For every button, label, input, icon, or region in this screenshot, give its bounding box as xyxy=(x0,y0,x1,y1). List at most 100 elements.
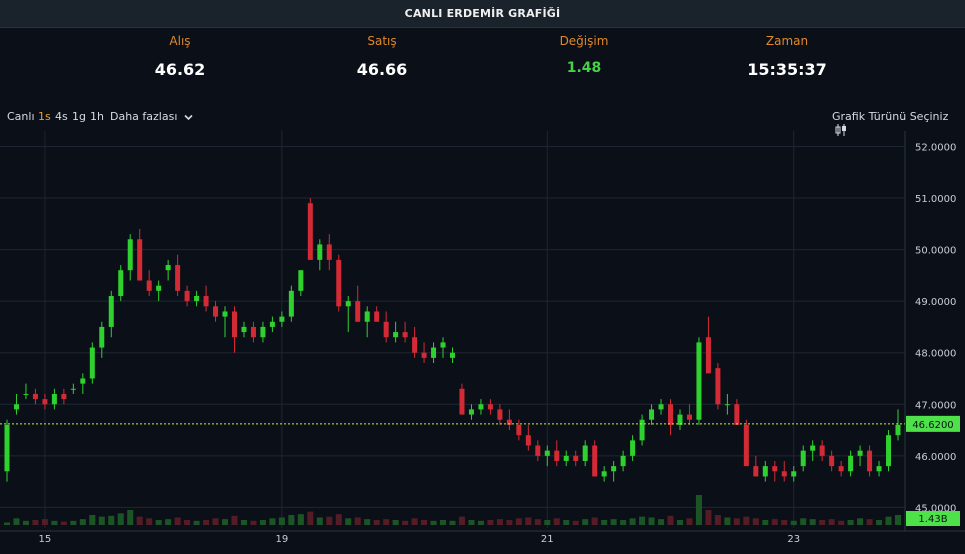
volume-bar xyxy=(240,520,247,525)
volume-bar xyxy=(421,520,428,525)
interval-4s-button[interactable]: 4s xyxy=(55,110,68,123)
y-tick-label: 48.0000 xyxy=(915,349,956,360)
volume-bar xyxy=(553,518,560,525)
volume-bar xyxy=(885,516,892,525)
volume-badge-label: 1.43B xyxy=(918,514,947,525)
volume-bar xyxy=(402,520,409,525)
candle-body xyxy=(582,445,588,461)
candle-body xyxy=(895,424,901,436)
candle-body xyxy=(156,285,162,291)
volume-bar xyxy=(51,520,58,525)
quote-panel: Alış 46.62 Satış 46.66 Değişim 1.48 Zama… xyxy=(0,28,965,100)
volume-bar xyxy=(828,519,835,525)
volume-bar xyxy=(506,520,513,525)
volume-bar xyxy=(544,520,551,525)
volume-bar xyxy=(373,520,380,525)
volume-bar xyxy=(60,521,67,525)
interval-1h-button[interactable]: 1h xyxy=(90,110,104,123)
candle-body xyxy=(23,393,29,395)
volume-bar xyxy=(752,518,759,525)
candle-body xyxy=(791,471,797,477)
candlestick-icon xyxy=(835,124,846,136)
y-tick-label: 45.0000 xyxy=(915,503,956,514)
volume-bar xyxy=(259,520,266,525)
volume-bar xyxy=(79,519,86,525)
chart-type-button[interactable]: Grafik Türünü Seçiniz xyxy=(832,110,965,137)
ask-column: Satış 46.66 xyxy=(302,28,462,79)
volume-bar xyxy=(70,520,77,525)
volume-bar xyxy=(117,513,124,525)
candle-body xyxy=(42,399,48,405)
interval-1s-button[interactable]: 1s xyxy=(38,110,51,123)
volume-bar xyxy=(392,520,399,525)
change-value: 1.48 xyxy=(566,60,602,76)
interval-1g-button[interactable]: 1g xyxy=(72,110,86,123)
volume-bar xyxy=(345,518,352,525)
candle-body xyxy=(715,368,721,405)
candle-body xyxy=(260,326,266,338)
candle-body xyxy=(70,388,76,390)
volume-bar xyxy=(430,520,437,525)
volume-bar xyxy=(525,517,532,525)
volume-bar xyxy=(809,519,816,525)
more-intervals-button[interactable]: Daha fazlası xyxy=(110,110,193,123)
candle-body xyxy=(32,393,38,400)
time-value: 15:35:37 xyxy=(747,60,827,79)
candle-body xyxy=(326,244,332,260)
page-title: CANLI ERDEMİR GRAFİĞİ xyxy=(404,7,561,20)
candle-body xyxy=(250,326,256,338)
candle-body xyxy=(440,342,446,348)
candle-body xyxy=(772,466,778,472)
candle-body xyxy=(601,471,607,477)
volume-bar xyxy=(487,520,494,525)
volume-bar xyxy=(686,518,693,525)
volume-bar xyxy=(146,518,153,525)
volume-bar xyxy=(212,518,219,525)
candle-body xyxy=(810,445,816,451)
chart-title-bar: CANLI ERDEMİR GRAFİĞİ xyxy=(0,0,965,28)
volume-bar xyxy=(819,520,826,525)
volume-bar xyxy=(250,520,257,525)
candle-body xyxy=(459,388,465,415)
candle-body xyxy=(431,347,437,358)
candle-body xyxy=(184,290,190,302)
volume-bar xyxy=(411,518,418,525)
volume-bar xyxy=(297,514,304,525)
volume-bar xyxy=(354,517,361,525)
volume-bar xyxy=(601,520,608,525)
volume-bar xyxy=(591,517,598,525)
candle-body xyxy=(450,352,455,358)
candle-body xyxy=(336,259,342,307)
time-column: Zaman 15:35:37 xyxy=(707,28,867,79)
volume-bar xyxy=(695,495,702,525)
candle-body xyxy=(554,450,560,461)
live-button[interactable]: Canlı xyxy=(7,110,35,123)
candle-body xyxy=(213,306,219,317)
candle-body xyxy=(203,295,209,307)
volume-bar xyxy=(288,515,295,525)
candle-body xyxy=(279,316,285,322)
candle-body xyxy=(743,424,749,467)
x-tick-label: 21 xyxy=(541,534,554,545)
chart-canvas[interactable]: 52.0000 51.0000 50.0000 49.0000 48.0000 47.00… xyxy=(0,131,965,550)
volume-bar xyxy=(639,516,646,525)
candle-body xyxy=(563,455,569,461)
candle-body xyxy=(677,414,683,425)
volume-bar xyxy=(222,519,229,525)
volume-bar xyxy=(22,520,29,525)
candle-body xyxy=(307,203,313,260)
candle-body xyxy=(535,445,541,456)
price-chart[interactable]: 52.0000 51.0000 50.0000 49.0000 48.0000 47.00… xyxy=(0,131,965,550)
chart-type-label: Grafik Türünü Seçiniz xyxy=(832,110,949,123)
volume-bar xyxy=(724,517,731,525)
volume-bar xyxy=(648,517,655,525)
candle-body xyxy=(630,440,636,456)
candle-body xyxy=(345,301,351,307)
volume-bar xyxy=(477,520,484,525)
candle-body xyxy=(668,404,674,425)
volume-bar xyxy=(203,520,210,525)
change-label: Değişim xyxy=(559,34,609,48)
candle-body xyxy=(231,311,237,338)
candle-body xyxy=(241,326,247,333)
volume-bar xyxy=(771,519,778,525)
